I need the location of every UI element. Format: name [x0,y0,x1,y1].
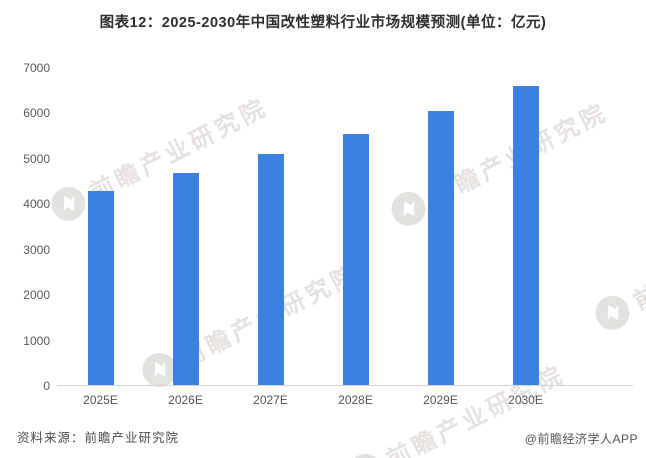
y-axis-tick-label: 6000 [23,106,50,121]
plot-area [58,68,635,386]
y-axis-tick-label: 0 [43,379,50,393]
qianzhan-logo-icon [348,453,383,458]
x-axis-tick-label: 2030E [508,393,543,407]
y-axis-tick-label: 5000 [23,151,50,166]
y-axis-tick-label: 3000 [23,242,50,257]
bar-2030E [512,86,539,386]
source-note: 资料来源：前瞻产业研究院 [17,431,180,445]
y-axis-tick-label: 1000 [23,333,50,348]
chart-title: 图表12：2025-2030年中国改性塑料行业市场规模预测(单位：亿元) [99,15,547,31]
y-axis-tick-label: 4000 [23,197,50,212]
credit-note: @前瞻经济学人APP [524,432,638,446]
x-axis-tick-label: 2028E [338,393,373,407]
y-axis-tick-label: 2000 [23,288,50,303]
bar-2026E [172,172,199,386]
x-axis: 2025E 2026E 2027E 2028E 2029E 2030E [58,393,635,411]
bar-2025E [87,190,114,386]
x-axis-tick-label: 2029E [423,393,458,407]
x-axis-tick-label: 2027E [253,393,288,407]
bar-2028E [342,133,369,386]
x-axis-tick-label: 2026E [168,393,203,407]
y-axis: 0 1000 2000 3000 4000 5000 6000 7000 [0,61,50,393]
x-axis-tick-label: 2025E [83,393,118,407]
bar-2029E [427,111,454,386]
bar-2027E [257,154,284,386]
x-axis-line [57,385,633,386]
y-axis-tick-label: 7000 [23,61,50,75]
